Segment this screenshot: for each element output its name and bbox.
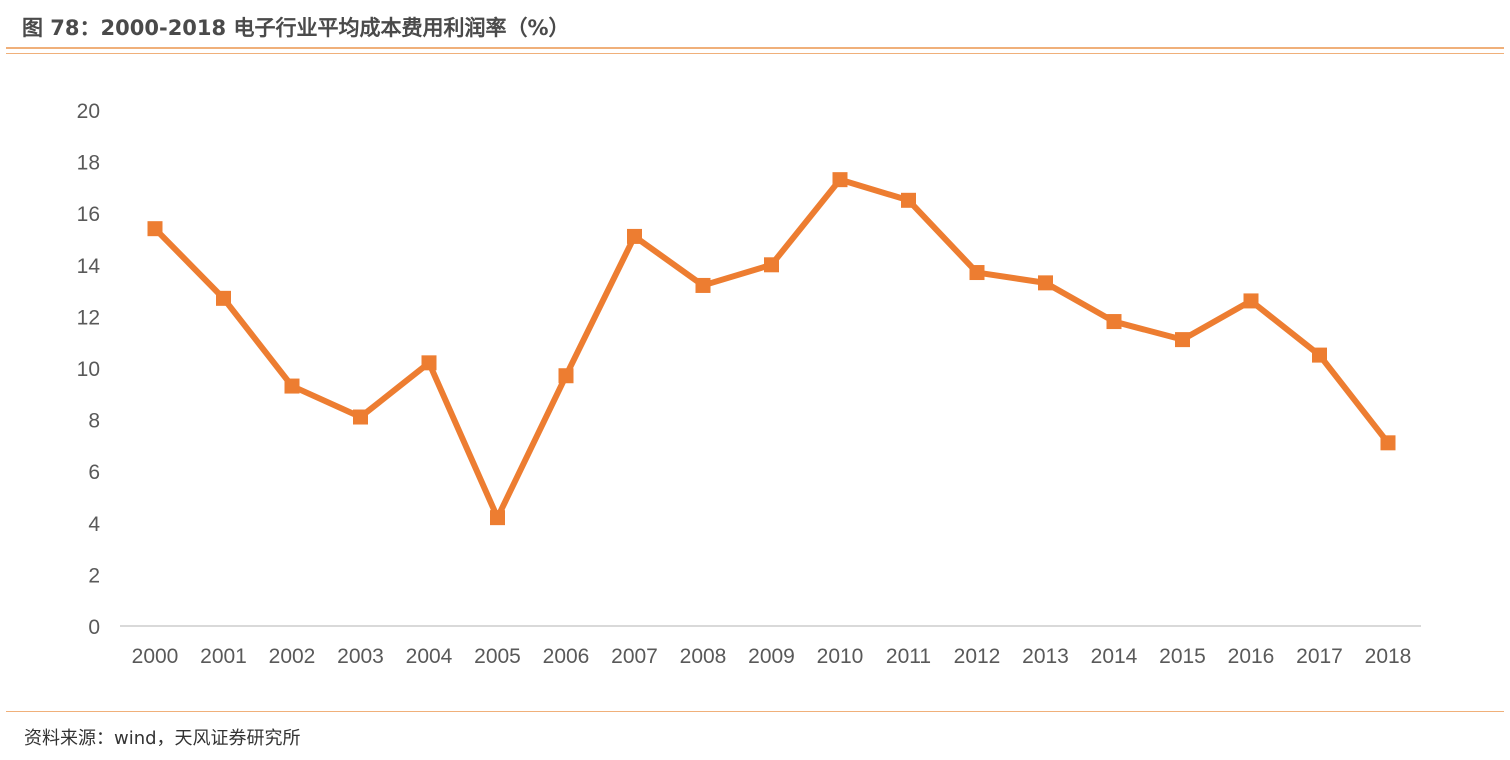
x-tick-label: 2001: [200, 645, 247, 668]
x-tick-label: 2007: [611, 645, 658, 668]
data-point-marker: [558, 368, 574, 384]
y-tick-label: 18: [77, 152, 100, 175]
x-axis-tick-labels: 2000 2001 2002 2003 2004 2005 2006 2007 2008 2009…: [132, 645, 1412, 668]
x-tick-label: 2017: [1296, 645, 1343, 668]
data-point-marker: [147, 221, 163, 237]
x-tick-label: 2009: [748, 645, 795, 668]
data-point-marker: [1312, 347, 1327, 363]
y-tick-label: 0: [88, 616, 100, 639]
y-tick-label: 16: [77, 203, 100, 226]
x-tick-label: 2018: [1365, 645, 1412, 668]
data-point-marker: [969, 265, 985, 281]
y-tick-label: 20: [77, 100, 100, 123]
y-tick-label: 14: [77, 255, 101, 278]
y-tick-label: 4: [88, 513, 100, 536]
data-point-marker: [627, 228, 642, 244]
x-tick-label: 2008: [680, 645, 727, 668]
data-point-marker: [421, 355, 437, 371]
header-rule-secondary: [6, 53, 1504, 54]
y-tick-label: 8: [88, 410, 100, 433]
data-point-marker: [832, 172, 848, 188]
x-tick-label: 2013: [1022, 645, 1069, 668]
header-rule: [6, 47, 1504, 49]
data-markers: [147, 172, 1396, 526]
data-point-marker: [1038, 275, 1053, 291]
y-axis-tick-labels: 0 2 4 6 8 10 12 14 16 18 20: [77, 100, 101, 639]
data-point-marker: [353, 409, 368, 425]
data-point-marker: [284, 378, 300, 394]
footer-rule: [6, 711, 1504, 712]
x-tick-label: 2016: [1228, 645, 1275, 668]
x-tick-label: 2002: [269, 645, 316, 668]
data-point-marker: [764, 257, 779, 273]
data-point-marker: [1175, 332, 1190, 348]
y-tick-label: 2: [88, 564, 100, 587]
y-tick-label: 10: [77, 358, 100, 381]
x-tick-label: 2000: [132, 645, 179, 668]
x-tick-label: 2010: [817, 645, 864, 668]
data-point-marker: [1380, 435, 1396, 451]
data-point-marker: [490, 510, 505, 526]
y-tick-label: 6: [88, 461, 100, 484]
data-point-marker: [695, 277, 711, 293]
x-tick-label: 2005: [474, 645, 521, 668]
series-line: [152, 176, 1391, 521]
chart-title: 图 78：2000-2018 电子行业平均成本费用利润率（%）: [22, 16, 570, 40]
x-tick-label: 2004: [406, 645, 453, 668]
x-tick-label: 2014: [1091, 645, 1138, 668]
data-point-marker: [216, 290, 231, 306]
x-tick-label: 2011: [886, 645, 931, 668]
data-point-marker: [1243, 293, 1259, 309]
x-tick-label: 2006: [543, 645, 590, 668]
data-point-marker: [901, 192, 916, 208]
x-tick-label: 2003: [337, 645, 384, 668]
x-tick-label: 2015: [1159, 645, 1206, 668]
x-tick-label: 2012: [954, 645, 1001, 668]
source-note: 资料来源：wind，天风证券研究所: [24, 728, 301, 749]
data-point-marker: [1106, 314, 1122, 330]
y-tick-label: 12: [77, 306, 100, 329]
